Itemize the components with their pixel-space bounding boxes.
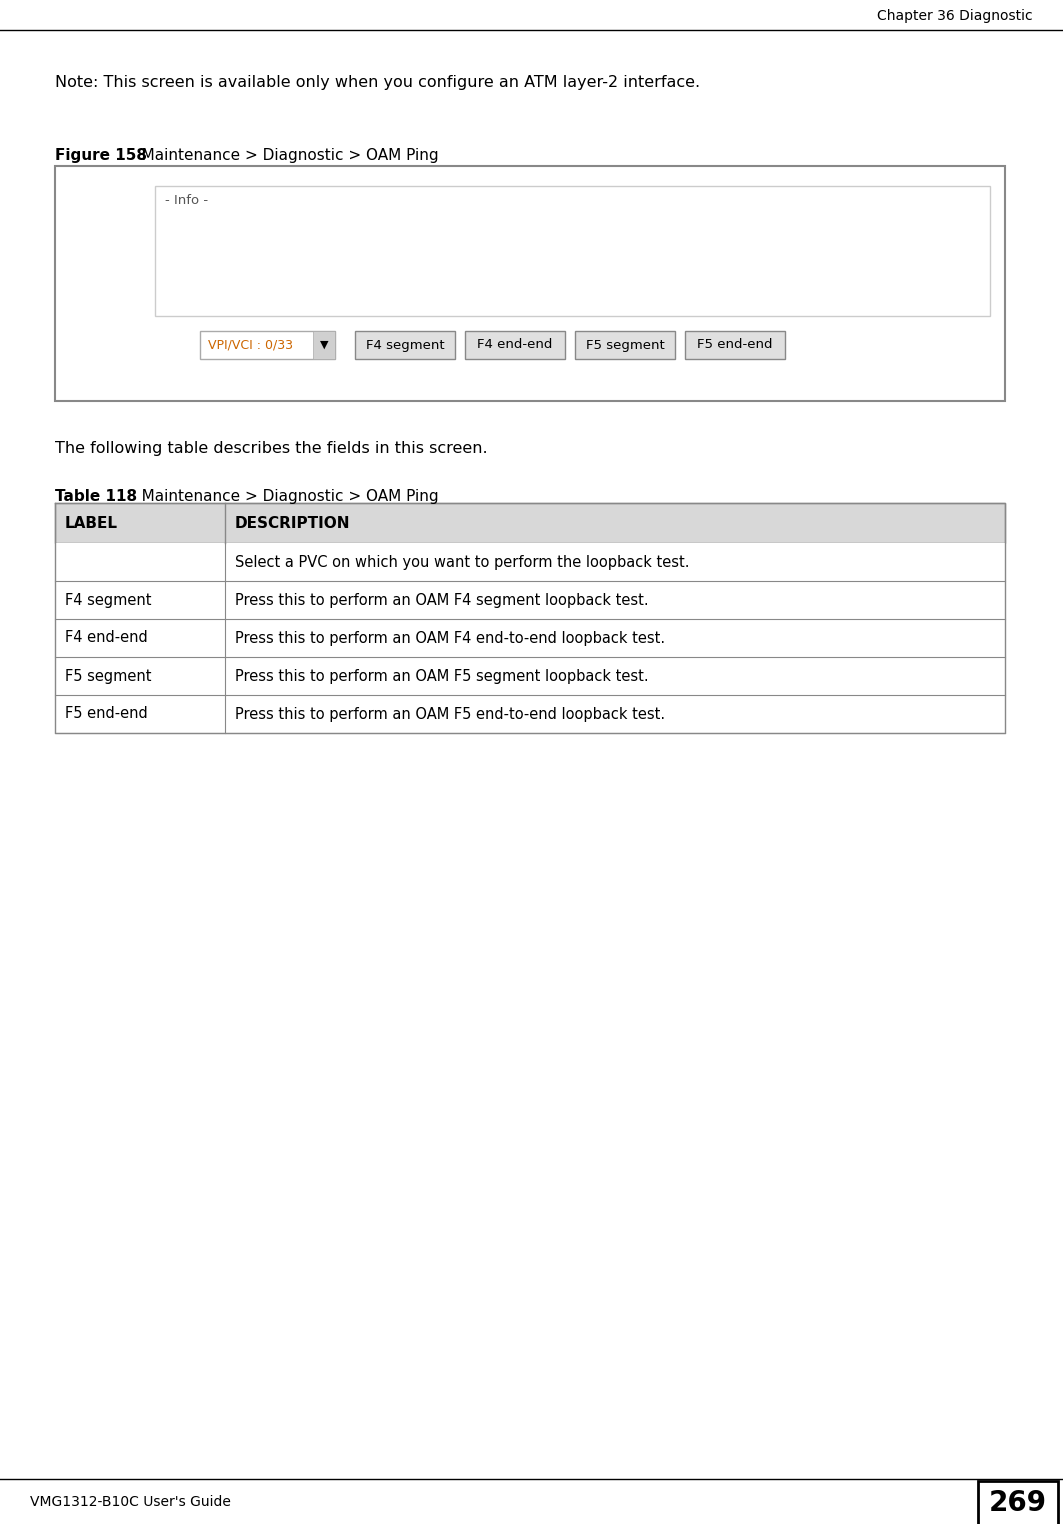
FancyBboxPatch shape [313,331,335,360]
Text: Chapter 36 Diagnostic: Chapter 36 Diagnostic [877,9,1033,23]
Text: F5 segment: F5 segment [65,669,152,683]
Text: F4 end-end: F4 end-end [477,338,553,352]
Text: VMG1312-B10C User's Guide: VMG1312-B10C User's Guide [30,1495,231,1509]
Text: Figure 158: Figure 158 [55,148,147,163]
FancyBboxPatch shape [55,503,1005,543]
FancyBboxPatch shape [356,332,456,360]
Text: Press this to perform an OAM F5 segment loopback test.: Press this to perform an OAM F5 segment … [235,669,648,683]
FancyBboxPatch shape [576,332,676,360]
Text: Note: This screen is available only when you configure an ATM layer-2 interface.: Note: This screen is available only when… [55,75,701,90]
Text: Table 118: Table 118 [55,489,137,504]
FancyBboxPatch shape [55,543,1005,581]
Text: VPI/VCI : 0/33: VPI/VCI : 0/33 [208,338,293,352]
FancyBboxPatch shape [575,331,675,360]
Text: The following table describes the fields in this screen.: The following table describes the fields… [55,440,488,456]
FancyBboxPatch shape [978,1481,1058,1524]
Text: Maintenance > Diagnostic > OAM Ping: Maintenance > Diagnostic > OAM Ping [126,489,439,504]
FancyBboxPatch shape [55,581,1005,619]
FancyBboxPatch shape [200,331,335,360]
Text: Maintenance > Diagnostic > OAM Ping: Maintenance > Diagnostic > OAM Ping [126,148,439,163]
FancyBboxPatch shape [466,332,566,360]
Text: Press this to perform an OAM F5 end-to-end loopback test.: Press this to perform an OAM F5 end-to-e… [235,707,665,721]
Text: 269: 269 [989,1489,1047,1516]
Text: F4 segment: F4 segment [366,338,444,352]
FancyBboxPatch shape [55,695,1005,733]
FancyBboxPatch shape [155,186,990,315]
FancyBboxPatch shape [355,331,455,360]
Text: F5 end-end: F5 end-end [65,707,148,721]
Text: F5 segment: F5 segment [586,338,664,352]
Text: F4 segment: F4 segment [65,593,152,608]
Text: Press this to perform an OAM F4 end-to-end loopback test.: Press this to perform an OAM F4 end-to-e… [235,631,665,646]
FancyBboxPatch shape [465,331,566,360]
Text: F5 end-end: F5 end-end [697,338,773,352]
Text: LABEL: LABEL [65,515,118,530]
FancyBboxPatch shape [686,332,786,360]
FancyBboxPatch shape [685,331,784,360]
Text: F4 end-end: F4 end-end [65,631,148,646]
Text: ▼: ▼ [320,340,328,351]
Text: Press this to perform an OAM F4 segment loopback test.: Press this to perform an OAM F4 segment … [235,593,648,608]
FancyBboxPatch shape [55,166,1005,401]
Text: - Info -: - Info - [165,194,208,207]
Text: DESCRIPTION: DESCRIPTION [235,515,351,530]
Text: Select a PVC on which you want to perform the loopback test.: Select a PVC on which you want to perfor… [235,555,690,570]
FancyBboxPatch shape [55,657,1005,695]
FancyBboxPatch shape [55,619,1005,657]
